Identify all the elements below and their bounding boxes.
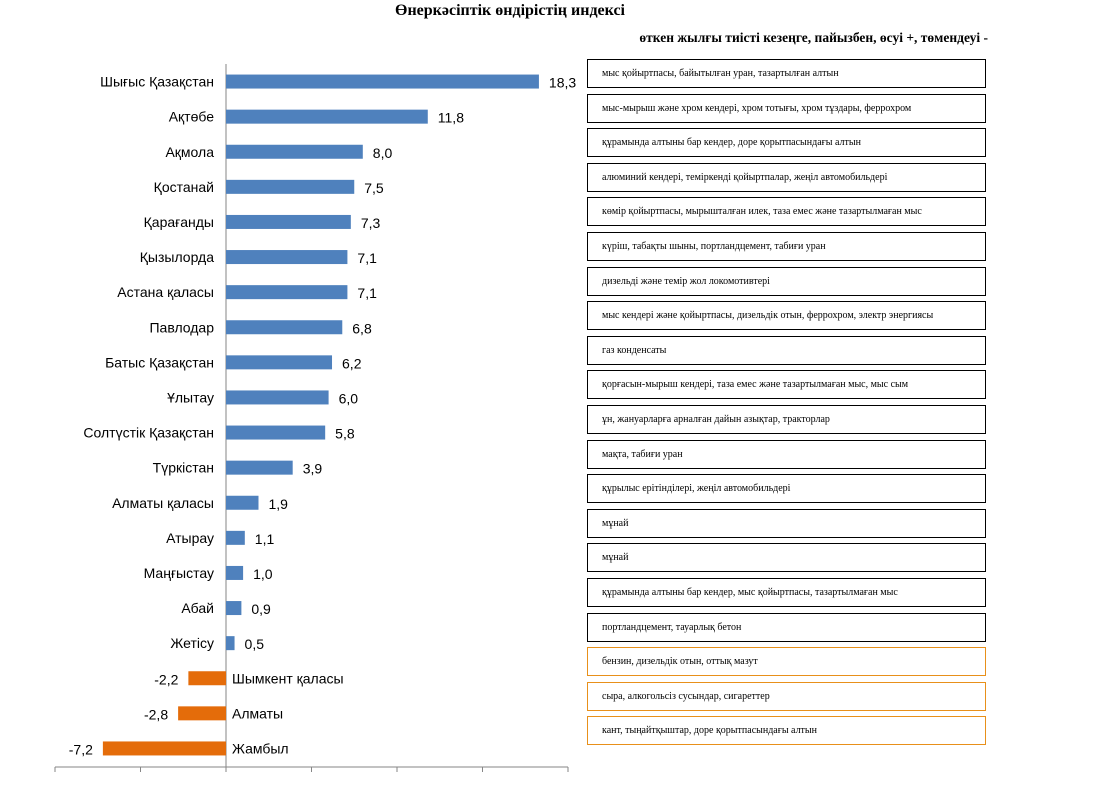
bar — [226, 460, 293, 475]
category-label: Ақтөбе — [169, 109, 215, 125]
bar — [226, 425, 326, 440]
data-label: 11,8 — [438, 110, 464, 126]
bar — [226, 320, 343, 335]
data-label: 1,0 — [253, 566, 273, 582]
data-label: 6,2 — [342, 355, 362, 371]
bar — [226, 636, 235, 651]
note-box: ұн, жануарларға арналған дайын азықтар, … — [587, 405, 986, 434]
note-box: мұнай — [587, 543, 986, 573]
category-label: Қостанай — [154, 179, 214, 195]
note-box: портландцемент, тауарлық бетон — [587, 612, 986, 642]
bar — [226, 530, 245, 545]
note-box: күріш, табақты шыны, портландцемент, таб… — [587, 232, 986, 261]
note-box: дизельді және темір жол локомотивтері — [587, 266, 986, 296]
note-box: көмір қойыртпасы, мырышталған илек, таза… — [587, 197, 986, 227]
note-box: қорғасын-мырыш кендері, таза емес және т… — [587, 370, 986, 400]
category-label: Атырау — [166, 530, 214, 546]
category-label: Солтүстік Қазақстан — [83, 425, 214, 441]
bar — [226, 74, 539, 89]
bar — [178, 706, 226, 721]
category-label: Батыс Қазақстан — [105, 354, 214, 370]
note-box: құрамында алтыны бар кендер, доре қорытп… — [587, 128, 986, 158]
data-label: -7,2 — [69, 741, 93, 757]
note-box: құрамында алтыны бар кендер, мыс қойыртп… — [587, 578, 986, 607]
bar-chart: Шығыс Қазақстан 18,3 Ақтөбе 11,8 Ақмола 8,0 Қо… — [54, 64, 576, 772]
bar — [226, 250, 348, 265]
chart-subtitle: өткен жылғы тиісті кезеңге, пайызбен, өс… — [639, 30, 988, 45]
bar — [188, 671, 226, 686]
data-label: 18,3 — [549, 75, 576, 91]
category-label: Ұлытау — [167, 389, 214, 405]
category-label: Түркістан — [153, 460, 214, 476]
data-label: 7,1 — [357, 285, 377, 301]
bar — [226, 495, 259, 510]
bar — [226, 179, 355, 194]
bar — [226, 355, 333, 370]
note-box: мыс-мырыш және хром кендері, хром тотығы… — [587, 93, 986, 123]
bar — [226, 601, 242, 616]
category-label: Шығыс Қазақстан — [100, 74, 214, 90]
note-box: алюминий кендері, теміркенді қойыртпалар… — [587, 162, 986, 192]
note-box: кант, тыңайтқыштар, доре қорытпасындағы … — [587, 716, 986, 746]
data-label: 1,9 — [268, 496, 288, 512]
bar — [226, 390, 329, 405]
note-box: мақта, табиғи уран — [587, 439, 986, 469]
category-label: Алматы — [232, 705, 283, 721]
data-label: 7,5 — [364, 180, 384, 196]
category-label: Жамбыл — [232, 740, 289, 756]
data-label: -2,2 — [154, 671, 178, 687]
note-box: газ конденсаты — [587, 335, 986, 365]
data-label: 7,3 — [361, 215, 381, 231]
data-label: 3,9 — [303, 461, 323, 477]
category-label: Қарағанды — [144, 214, 214, 230]
data-label: 6,0 — [339, 390, 359, 406]
data-label: 1,1 — [255, 531, 275, 547]
data-label: -2,8 — [144, 706, 168, 722]
data-label: 0,5 — [245, 636, 265, 652]
category-label: Астана қаласы — [117, 284, 214, 300]
bar — [226, 285, 348, 300]
note-box: мыс қойыртпасы, байытылған уран, тазарты… — [587, 59, 986, 88]
chart-title: Өнеркәсіптік өндірістің индексі — [395, 2, 625, 19]
category-label: Абай — [181, 600, 214, 616]
bar — [226, 565, 244, 580]
bar — [226, 214, 351, 229]
note-box: бензин, дизельдік отын, оттық мазут — [587, 647, 986, 677]
category-label: Маңғыстау — [144, 565, 214, 581]
category-label: Қызылорда — [140, 249, 214, 265]
note-box: құрылыс ерітінділері, жеңіл автомобильде… — [587, 474, 986, 504]
data-label: 5,8 — [335, 426, 355, 442]
data-label: 8,0 — [373, 145, 393, 161]
category-label: Жетісу — [170, 635, 214, 651]
note-box: мыс кендері және қойыртпасы, дизельдік о… — [587, 301, 986, 331]
note-box: сыра, алкогольсіз сусындар, сигареттер — [587, 681, 986, 711]
category-label: Алматы қаласы — [112, 495, 214, 511]
data-label: 6,8 — [352, 320, 372, 336]
bar — [226, 144, 363, 159]
data-label: 7,1 — [357, 250, 377, 266]
bar — [102, 741, 226, 756]
note-box: мұнай — [587, 508, 986, 538]
category-label: Ақмола — [165, 144, 214, 160]
category-label: Павлодар — [149, 319, 214, 335]
data-label: 0,9 — [251, 601, 271, 617]
category-label: Шымкент қаласы — [232, 670, 344, 686]
bar — [226, 109, 428, 124]
